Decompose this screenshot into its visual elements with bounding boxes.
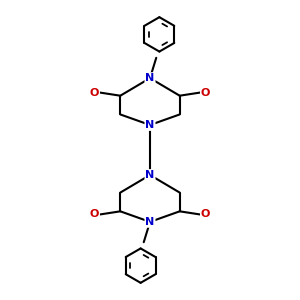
Text: O: O bbox=[90, 88, 99, 98]
Text: O: O bbox=[201, 209, 210, 220]
Text: O: O bbox=[90, 209, 99, 220]
Text: N: N bbox=[146, 73, 154, 83]
Text: N: N bbox=[146, 120, 154, 130]
Text: N: N bbox=[146, 170, 154, 180]
Text: N: N bbox=[146, 217, 154, 227]
Text: O: O bbox=[201, 88, 210, 98]
